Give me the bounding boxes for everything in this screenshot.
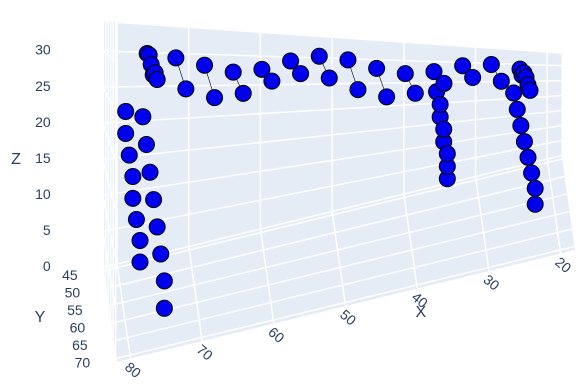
point bbox=[513, 118, 529, 134]
point bbox=[153, 246, 169, 262]
point bbox=[235, 85, 251, 101]
point bbox=[527, 180, 543, 196]
z-tick-label: 15 bbox=[35, 150, 51, 166]
point bbox=[149, 72, 165, 88]
point bbox=[397, 66, 413, 82]
y-tick-label: 65 bbox=[72, 337, 88, 353]
x-tick-label: 60 bbox=[265, 324, 287, 346]
point bbox=[520, 149, 536, 165]
x-tick-label: 30 bbox=[480, 271, 502, 293]
point bbox=[125, 190, 141, 206]
point bbox=[168, 50, 184, 66]
point bbox=[132, 254, 148, 270]
point bbox=[465, 70, 481, 86]
point bbox=[149, 219, 165, 235]
z-axis-title: Z bbox=[11, 151, 21, 168]
point bbox=[135, 109, 151, 125]
point bbox=[118, 103, 134, 119]
x-tick-label: 20 bbox=[552, 254, 574, 276]
y-tick-label: 45 bbox=[62, 267, 78, 283]
z-tick-label: 5 bbox=[43, 222, 51, 238]
y-tick-label: 60 bbox=[70, 319, 86, 335]
point bbox=[311, 48, 327, 64]
point bbox=[350, 82, 366, 98]
x-tick-label: 50 bbox=[337, 306, 359, 328]
y-tick-label: 50 bbox=[65, 284, 81, 300]
point bbox=[379, 89, 395, 105]
point bbox=[432, 96, 448, 112]
point bbox=[293, 66, 309, 82]
point bbox=[506, 85, 522, 101]
z-tick-label: 10 bbox=[35, 186, 51, 202]
point bbox=[118, 125, 134, 141]
point bbox=[436, 121, 452, 137]
y-tick-label: 55 bbox=[67, 302, 83, 318]
y-axis-title: Y bbox=[35, 309, 46, 326]
point bbox=[197, 57, 213, 73]
point bbox=[516, 134, 532, 150]
point bbox=[156, 300, 172, 316]
point bbox=[128, 211, 144, 227]
point bbox=[264, 73, 280, 89]
point bbox=[340, 52, 356, 68]
point bbox=[524, 165, 540, 181]
point bbox=[138, 137, 154, 153]
point bbox=[321, 70, 337, 86]
x-tick-label: 80 bbox=[122, 359, 144, 381]
point bbox=[125, 169, 141, 185]
point bbox=[436, 75, 452, 91]
point bbox=[225, 64, 241, 80]
x-tick-label: 70 bbox=[194, 341, 216, 363]
point bbox=[207, 90, 223, 106]
z-tick-label: 30 bbox=[35, 42, 51, 58]
point bbox=[178, 81, 194, 97]
point bbox=[132, 232, 148, 248]
point bbox=[146, 192, 162, 208]
point bbox=[509, 101, 525, 117]
point bbox=[493, 73, 509, 89]
x-axis-title: X bbox=[415, 304, 426, 321]
chart: 20304050607080455055606570051015202530X … bbox=[0, 0, 582, 383]
point bbox=[121, 147, 137, 163]
point bbox=[439, 146, 455, 162]
y-tick-label: 70 bbox=[75, 354, 91, 370]
point bbox=[142, 164, 158, 180]
point bbox=[156, 273, 172, 289]
z-tick-label: 0 bbox=[43, 258, 51, 274]
point bbox=[483, 57, 499, 73]
point bbox=[369, 60, 385, 76]
point bbox=[522, 82, 538, 98]
z-tick-label: 20 bbox=[35, 114, 51, 130]
z-tick-label: 25 bbox=[35, 78, 51, 94]
point bbox=[527, 196, 543, 212]
point bbox=[407, 85, 423, 101]
